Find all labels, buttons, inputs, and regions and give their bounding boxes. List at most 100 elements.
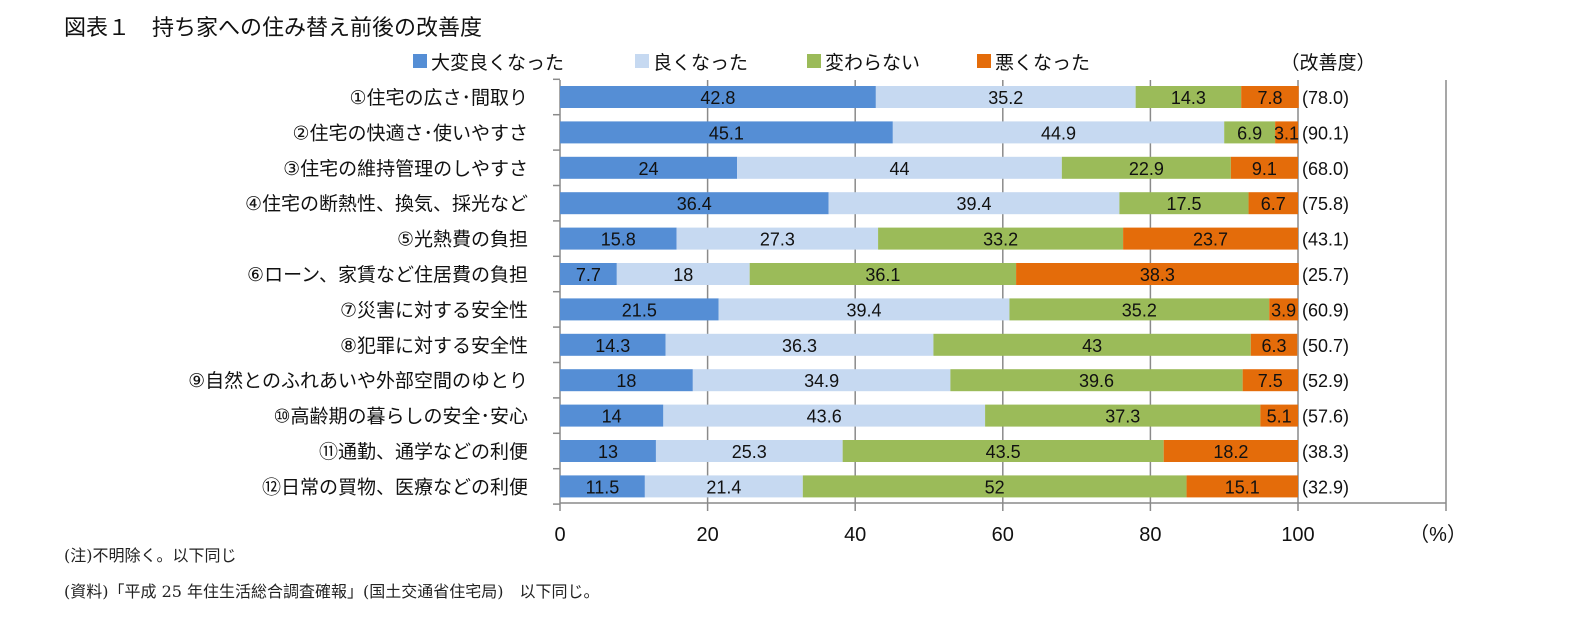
data-label: 45.1 [709, 123, 744, 143]
data-label: 14 [602, 407, 622, 427]
improvement-value: (50.7) [1302, 336, 1349, 356]
note: (注)不明除く。以下同じ [64, 546, 237, 565]
bar-segment [1016, 263, 1299, 285]
data-label: 21.4 [706, 477, 741, 497]
data-label: 43.5 [986, 442, 1021, 462]
bar-segment [560, 86, 876, 108]
data-label: 6.9 [1237, 123, 1262, 143]
data-label: 44 [889, 159, 909, 179]
data-label: 3.1 [1274, 123, 1299, 143]
source-note: (資料)「平成 25 年住生活総合調査確報」(国土交通省住宅局) 以下同じ。 [64, 582, 600, 601]
bar-segment [737, 156, 1062, 179]
data-label: 39.4 [956, 194, 991, 214]
bar-segment [1241, 86, 1299, 108]
data-label: 14.3 [1171, 88, 1206, 108]
data-label: 23.7 [1193, 230, 1228, 250]
bar-segment [655, 440, 843, 462]
bar-segment [560, 192, 829, 215]
bar-segment [676, 227, 879, 250]
bar-segment [1163, 440, 1298, 462]
bar-segment [878, 227, 1124, 250]
data-label: 24 [639, 159, 659, 179]
data-label: 6.3 [1261, 336, 1286, 356]
data-label: 18.2 [1213, 442, 1248, 462]
legend-swatch [413, 54, 427, 68]
bar-segment [828, 192, 1120, 215]
bar-segment [560, 156, 738, 179]
improvement-value: (52.9) [1302, 371, 1349, 391]
data-label: 35.2 [988, 88, 1023, 108]
bar-segment [985, 404, 1261, 427]
bar-segment [663, 404, 986, 427]
bar-segment [892, 121, 1225, 144]
bar-segment [1186, 475, 1298, 498]
data-label: 9.1 [1252, 159, 1277, 179]
category-label: ⑫日常の買物、医療などの利便 [262, 476, 528, 498]
x-tick-label: 100 [1281, 524, 1314, 546]
data-label: 43 [1082, 336, 1102, 356]
improvement-value: (60.9) [1302, 300, 1349, 320]
bar-segment [875, 86, 1136, 108]
data-label: 7.5 [1258, 371, 1283, 391]
category-label: ⑥ローン、家賃など住居費の負担 [247, 264, 528, 286]
data-label: 36.3 [782, 336, 817, 356]
data-label: 21.5 [622, 300, 657, 320]
bar-segment [842, 440, 1164, 462]
data-label: 18 [673, 265, 693, 285]
bar-segment [1224, 121, 1276, 144]
data-label: 44.9 [1041, 123, 1076, 143]
improvement-value: (38.3) [1302, 442, 1349, 462]
legend-swatch [635, 54, 649, 68]
bar-segment [1260, 404, 1298, 427]
data-label: 35.2 [1122, 300, 1157, 320]
bar-segment [560, 298, 719, 321]
legend-swatch [807, 54, 821, 68]
x-tick-label: 0 [554, 524, 565, 546]
legend-label: 変わらない [825, 52, 920, 74]
improvement-value: (25.7) [1302, 265, 1349, 285]
bar-segment [560, 404, 664, 427]
bar-segment [802, 475, 1187, 498]
category-label: ⑤光熱費の負担 [397, 229, 528, 251]
improvement-value: (75.8) [1302, 194, 1349, 214]
bar-segment [950, 369, 1243, 392]
legend-label: 悪くなった [995, 52, 1090, 74]
data-label: 36.1 [865, 265, 900, 285]
data-label: 36.4 [677, 194, 712, 214]
x-tick-label: 40 [844, 524, 866, 546]
category-label: ⑪通勤、通学などの利便 [319, 441, 528, 463]
bar-segment [1135, 86, 1242, 108]
bar-segment [1275, 121, 1298, 144]
bar-segment [1242, 369, 1298, 392]
bar-segment [718, 298, 1010, 321]
data-label: 39.6 [1079, 371, 1114, 391]
bar-segment [1119, 192, 1249, 215]
data-label: 15.1 [1225, 477, 1260, 497]
category-label: ②住宅の快適さ･使いやすさ [292, 122, 528, 144]
bar-segment [560, 440, 656, 462]
bar-segment [1248, 192, 1298, 215]
improvement-value: (90.1) [1302, 123, 1349, 143]
category-label: ⑩高齢期の暮らしの安全･安心 [273, 406, 528, 428]
data-label: 25.3 [732, 442, 767, 462]
bar-segment [692, 369, 951, 392]
bar-segment [1269, 298, 1298, 321]
data-label: 7.8 [1257, 88, 1282, 108]
legend-label: 大変良くなった [431, 52, 564, 74]
bar-segment [749, 263, 1017, 285]
data-label: 37.3 [1105, 407, 1140, 427]
category-label: ⑧犯罪に対する安全性 [340, 335, 528, 357]
data-label: 7.7 [576, 265, 601, 285]
improvement-value: (32.9) [1302, 477, 1349, 497]
bar-segment [1061, 156, 1231, 179]
data-label: 6.7 [1261, 194, 1286, 214]
data-label: 3.9 [1271, 300, 1296, 320]
bar-segment [665, 333, 934, 356]
data-label: 15.8 [601, 230, 636, 250]
data-label: 18 [616, 371, 636, 391]
data-label: 27.3 [760, 230, 795, 250]
bar-segment [560, 121, 893, 144]
data-label: 11.5 [586, 477, 620, 497]
x-tick-label: 20 [696, 524, 718, 546]
